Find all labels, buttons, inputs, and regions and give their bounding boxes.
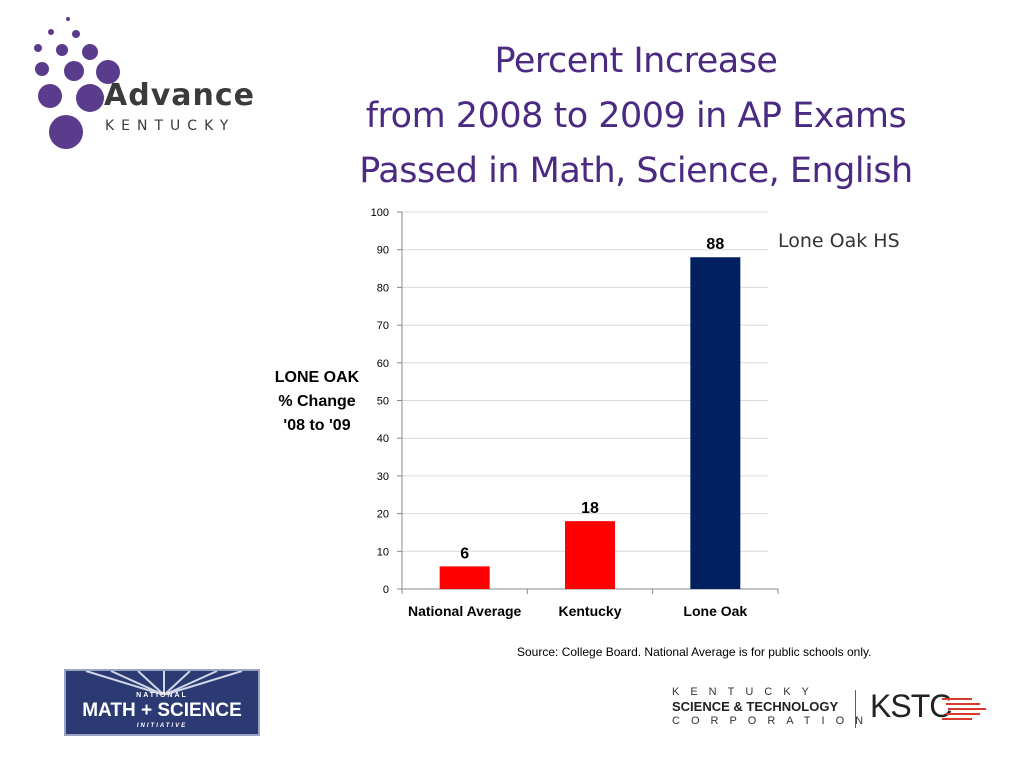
kstc-line-3: CORPORATION xyxy=(672,715,875,727)
y-tick-label: 20 xyxy=(377,509,389,521)
y-tick-label: 100 xyxy=(371,207,389,219)
bar xyxy=(690,257,741,589)
y-tick-label: 50 xyxy=(377,396,389,408)
advance-kentucky-logo xyxy=(24,14,274,154)
title-line-3: Passed in Math, Science, English xyxy=(359,151,913,191)
y-tick-label: 60 xyxy=(377,358,389,370)
logo-dots-icon xyxy=(34,17,120,149)
source-note: Source: College Board. National Average … xyxy=(517,645,872,659)
x-tick-label: Lone Oak xyxy=(683,603,747,619)
nmsi-bottom-text: INITIATIVE xyxy=(136,723,188,729)
y-tick-label: 10 xyxy=(377,546,389,558)
y-tick-label: 30 xyxy=(377,471,389,483)
y-tick-label: 70 xyxy=(377,320,389,332)
data-label: 6 xyxy=(460,545,469,562)
series-annotation: Lone Oak HS xyxy=(778,230,900,252)
y-axis-label-line: % Change xyxy=(278,393,356,410)
kstc-line-2: SCIENCE & TECHNOLOGY xyxy=(672,699,839,714)
kstc-logo-text: KENTUCKY SCIENCE & TECHNOLOGY CORPORATIO… xyxy=(672,686,875,727)
data-label: 88 xyxy=(706,236,724,253)
sunburst-icon xyxy=(85,671,243,695)
speed-lines-icon xyxy=(942,698,986,720)
x-tick-label: National Average xyxy=(408,603,522,619)
bar xyxy=(565,521,615,589)
title-line-1: Percent Increase xyxy=(494,41,778,81)
title-line-2: from 2008 to 2009 in AP Exams xyxy=(365,96,907,136)
x-tick-label: Kentucky xyxy=(558,603,621,619)
kstc-line-1: KENTUCKY xyxy=(672,686,820,698)
y-axis-label: LONE OAK % Change '08 to '09 xyxy=(258,366,376,438)
y-tick-label: 80 xyxy=(377,282,389,294)
bar xyxy=(439,566,490,589)
slide-title: Percent Increase from 2008 to 2009 in AP… xyxy=(296,34,976,199)
y-axis-label-line: '08 to '09 xyxy=(283,417,351,434)
y-tick-label: 0 xyxy=(383,584,389,596)
nmsi-main-text: MATH + SCIENCE xyxy=(82,700,242,721)
y-tick-label: 90 xyxy=(377,245,389,257)
kstc-divider xyxy=(855,690,856,728)
kstc-abbr: KSTC xyxy=(870,688,952,724)
logo-title: Advance xyxy=(104,78,255,113)
logo-subtitle: KENTUCKY xyxy=(105,118,236,134)
nmsi-top-text: NATIONAL xyxy=(136,692,188,699)
y-tick-label: 40 xyxy=(377,433,389,445)
nmsi-logo: NATIONAL MATH + SCIENCE INITIATIVE xyxy=(64,669,260,736)
y-axis-label-line: LONE OAK xyxy=(274,369,360,386)
data-label: 18 xyxy=(581,500,599,517)
